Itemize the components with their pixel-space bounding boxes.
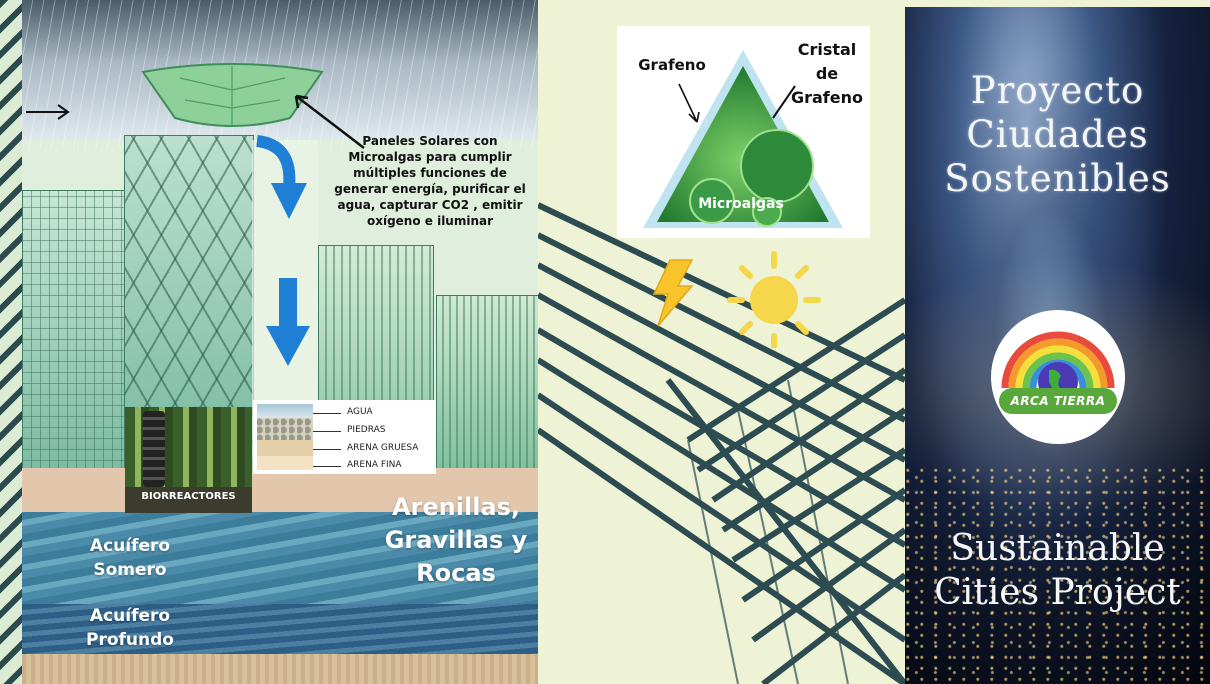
arca-tierra-logo: ARCA TIERRA [991,310,1125,444]
logo-ribbon [999,388,1117,414]
lightning-bolt-icon [652,259,694,327]
deep-aquifer-water [22,604,538,656]
filter-label-water: AGUA [347,407,373,417]
graphene-triangle-card: Grafeno Cristal de Grafeno Microalgas [617,26,870,238]
solar-panel-caption: Paneles Solares con Microalgas para cump… [334,134,526,228]
filter-label-fine-sand: ARENA FINA [347,460,402,470]
bioreactor-photo: BIORREACTORES [125,407,252,513]
callout-arrow-icon [294,94,365,149]
graphene-label: Grafeno [638,56,706,74]
city-lights [905,467,1210,684]
filter-line [313,466,341,467]
deep-aquifer-label: Acuífero Profundo [86,606,174,650]
building-right [436,295,538,472]
soil-layer [22,468,538,516]
curved-arrow-down-icon [255,135,307,219]
arenillas-label: Arenillas, Gravillas y Rocas [384,493,528,587]
sun-icon [727,251,821,348]
building-grid-pattern [538,202,905,684]
shallow-aquifer-label: Acuífero Somero [89,536,171,580]
arrow-down-icon [266,278,310,366]
filter-line [313,431,341,432]
microalgae-solar-panel-icon [141,63,324,127]
bioreactor-label: BIORREACTORES [141,491,236,502]
shallow-aquifer-water [22,512,538,607]
filter-label-stones: PIEDRAS [347,425,386,435]
layer-coarse-sand [257,440,313,456]
earth-night-panel: Proyecto Ciudades Sostenibles ARCA TIERR… [905,7,1210,684]
left-pattern-border [0,0,22,684]
building-left [22,190,128,472]
bioreactor-tubes [143,411,165,487]
filter-line [313,449,341,450]
pointer-arrow-icon [26,104,70,120]
rainbow-globe-icon [1001,331,1115,402]
layer-stones [257,418,313,440]
graphene-panel: Grafeno Cristal de Grafeno Microalgas [538,0,905,684]
project-title-english: Sustainable Cities Project [934,528,1181,613]
graphene-crystal-label: Cristal de Grafeno [790,40,863,107]
project-title-spanish: Proyecto Ciudades Sostenibles [944,69,1171,200]
logo-text: ARCA TIERRA [1010,394,1106,408]
layer-water [257,404,313,418]
filter-label-coarse-sand: ARENA GRUESA [347,443,419,453]
water-cycle-illustration: Paneles Solares con Microalgas para cump… [0,0,538,684]
filter-layers-diagram: AGUA PIEDRAS ARENA GRUESA ARENA FINA [253,400,436,474]
filter-line [313,413,341,414]
bedrock-sand [22,654,538,684]
graphene-triangle-graphic [643,50,843,228]
layer-fine-sand [257,456,313,470]
microalgae-label: Microalgas [698,196,784,212]
